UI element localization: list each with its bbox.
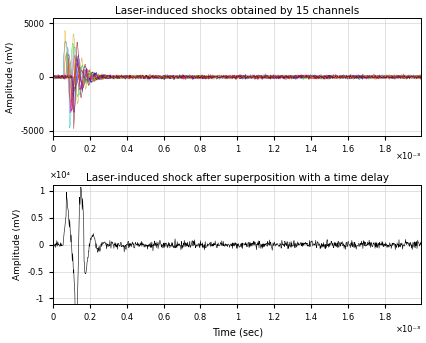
- Title: Laser-induced shock after superposition with a time delay: Laser-induced shock after superposition …: [86, 173, 388, 183]
- Title: Laser-induced shocks obtained by 15 channels: Laser-induced shocks obtained by 15 chan…: [115, 5, 359, 15]
- Text: ×10⁻³: ×10⁻³: [395, 152, 420, 161]
- Text: ×10⁻³: ×10⁻³: [395, 325, 420, 334]
- Y-axis label: Amplitude (mV): Amplitude (mV): [13, 209, 23, 280]
- Text: ×10⁴: ×10⁴: [49, 170, 70, 179]
- Y-axis label: Amplitude (mV): Amplitude (mV): [6, 41, 14, 113]
- X-axis label: Time (sec): Time (sec): [211, 328, 262, 338]
